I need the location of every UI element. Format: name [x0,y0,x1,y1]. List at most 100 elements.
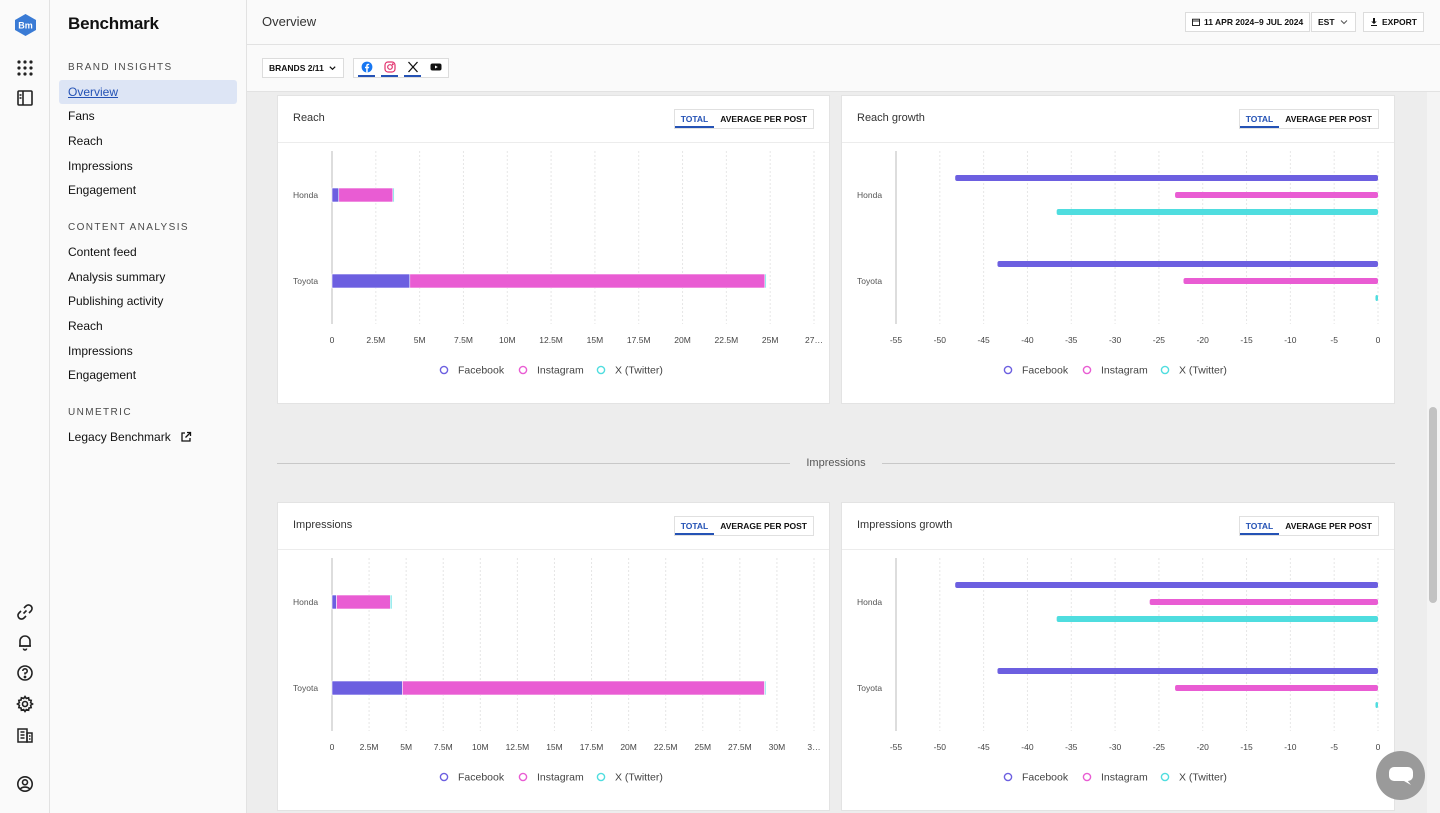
bar-facebook [331,594,337,610]
instagram-icon[interactable] [381,60,398,77]
average-per-post-tab[interactable]: AVERAGE PER POST [1285,521,1372,531]
bar-x-twitter- [390,594,393,610]
nav-item-content-engagement[interactable]: Engagement [68,368,137,382]
nav-item-content-reach[interactable]: Reach [68,319,103,333]
brands-dropdown[interactable]: BRANDS 2/11 [262,58,344,78]
nav-item-publishing-activity[interactable]: Publishing activity [68,294,164,308]
average-per-post-tab[interactable]: AVERAGE PER POST [720,114,807,124]
x-tick-label: -20 [1197,335,1210,345]
total-tab[interactable]: TOTAL [674,110,715,128]
x-tick-label: -45 [977,742,990,752]
organization-icon[interactable] [15,725,35,745]
timezone-select[interactable]: EST [1311,12,1356,32]
x-tick-label: 0 [1376,335,1381,345]
chat-button[interactable] [1376,751,1425,800]
x-tick-label: 0 [1376,742,1381,752]
top-header: Overview 11 APR 2024–9 JUL 2024 EST EXPO… [247,0,1440,45]
bar-facebook [997,668,1378,674]
export-label: EXPORT [1382,17,1417,27]
external-link-icon [181,431,192,442]
nav-section-brand-insights: BRAND INSIGHTS [68,62,173,73]
category-label: Toyota [857,683,882,693]
x-tick-label: 7.5M [454,335,473,345]
scrollbar[interactable] [1427,92,1440,813]
apps-grid-icon[interactable] [15,58,35,78]
sidebar-panel-icon[interactable] [15,88,35,108]
average-per-post-tab[interactable]: AVERAGE PER POST [720,521,807,531]
help-icon[interactable] [15,663,35,683]
legend-marker [596,365,606,375]
x-tick-label: 20M [620,742,637,752]
bar-instagram [409,273,766,289]
x-tick-label: 15M [587,335,604,345]
x-tick-label: 30M [769,742,786,752]
nav-item-engagement[interactable]: Engagement [68,183,137,197]
icon-rail: Bm [0,0,50,813]
x-twitter-icon[interactable] [404,60,421,77]
nav-item-impressions[interactable]: Impressions [68,159,133,173]
section-divider: Impressions [277,455,1396,471]
legend-label: X (Twitter) [1179,772,1227,784]
benchmark-logo[interactable]: Bm [15,14,36,36]
date-range-picker[interactable]: 11 APR 2024–9 JUL 2024 [1185,12,1311,32]
x-tick-label: 12.5M [506,742,530,752]
impressions-growth-chart: -55 -50 -45 -40 -35 -30 -25 -20 -15 -10 -5 0HondaTo… [857,558,1381,784]
x-tick-label: 12.5M [539,335,563,345]
legend-marker [596,772,606,782]
total-tab[interactable]: TOTAL [1239,517,1280,535]
x-tick-label: 0 [330,742,335,752]
x-tick-label: 0 [330,335,335,345]
export-button[interactable]: EXPORT [1363,12,1424,32]
metric-toggle: TOTAL AVERAGE PER POST [1238,109,1379,129]
chevron-down-icon [329,66,336,71]
x-tick-label: 5M [400,742,412,752]
scrollbar-thumb[interactable] [1429,407,1437,603]
link-icon[interactable] [15,602,35,622]
x-tick-label: -30 [1109,335,1122,345]
card-title: Reach growth [857,112,925,124]
x-tick-label: 17.5M [580,742,604,752]
metric-toggle: TOTAL AVERAGE PER POST [673,109,814,129]
card-divider [842,142,1394,143]
impressions-growth-card: Impressions growth TOTAL AVERAGE PER POS… [841,502,1395,811]
x-tick-label: 2.5M [366,335,385,345]
brands-label: BRANDS 2/11 [269,63,324,73]
legend-marker [1160,772,1170,782]
nav-sidebar: Benchmark BRAND INSIGHTS Overview Fans R… [50,0,247,813]
x-tick-label: 2.5M [360,742,379,752]
nav-item-content-feed[interactable]: Content feed [68,245,137,259]
facebook-icon[interactable] [358,60,375,77]
x-tick-label: -55 [890,335,903,345]
nav-item-legacy-benchmark[interactable]: Legacy Benchmark [59,425,237,449]
nav-item-reach[interactable]: Reach [68,134,103,148]
x-tick-label: -40 [1021,335,1034,345]
settings-icon[interactable] [15,694,35,714]
divider-line [881,462,1396,464]
total-tab[interactable]: TOTAL [674,517,715,535]
category-label: Honda [293,190,318,200]
date-range-label: 11 APR 2024–9 JUL 2024 [1204,17,1304,27]
calendar-icon [1192,18,1200,26]
reach-chart: 0 2.5M 5M 7.5M 10M 12.5M 15M 17.5M 20M 22.5M 25M 27… [293,151,823,377]
bar-instagram [1175,192,1378,198]
nav-item-overview[interactable]: Overview [59,80,237,104]
youtube-icon[interactable] [427,60,444,77]
x-tick-label: 3… [807,742,820,752]
total-tab[interactable]: TOTAL [1239,110,1280,128]
legend-label: X (Twitter) [615,365,663,377]
user-circle-icon[interactable] [15,774,35,794]
download-icon [1371,18,1377,26]
bar-instagram [1149,599,1378,605]
average-per-post-tab[interactable]: AVERAGE PER POST [1285,114,1372,124]
nav-item-analysis-summary[interactable]: Analysis summary [68,270,166,284]
legend-marker [518,772,528,782]
card-title: Reach [293,112,325,124]
card-divider [278,549,829,550]
nav-item-content-impressions[interactable]: Impressions [68,344,133,358]
x-tick-label: 17.5M [627,335,651,345]
chat-icon [1388,766,1413,785]
bar-instagram [336,594,391,610]
nav-item-fans[interactable]: Fans [68,109,95,123]
bell-icon[interactable] [15,632,35,652]
x-tick-label: -55 [890,742,903,752]
